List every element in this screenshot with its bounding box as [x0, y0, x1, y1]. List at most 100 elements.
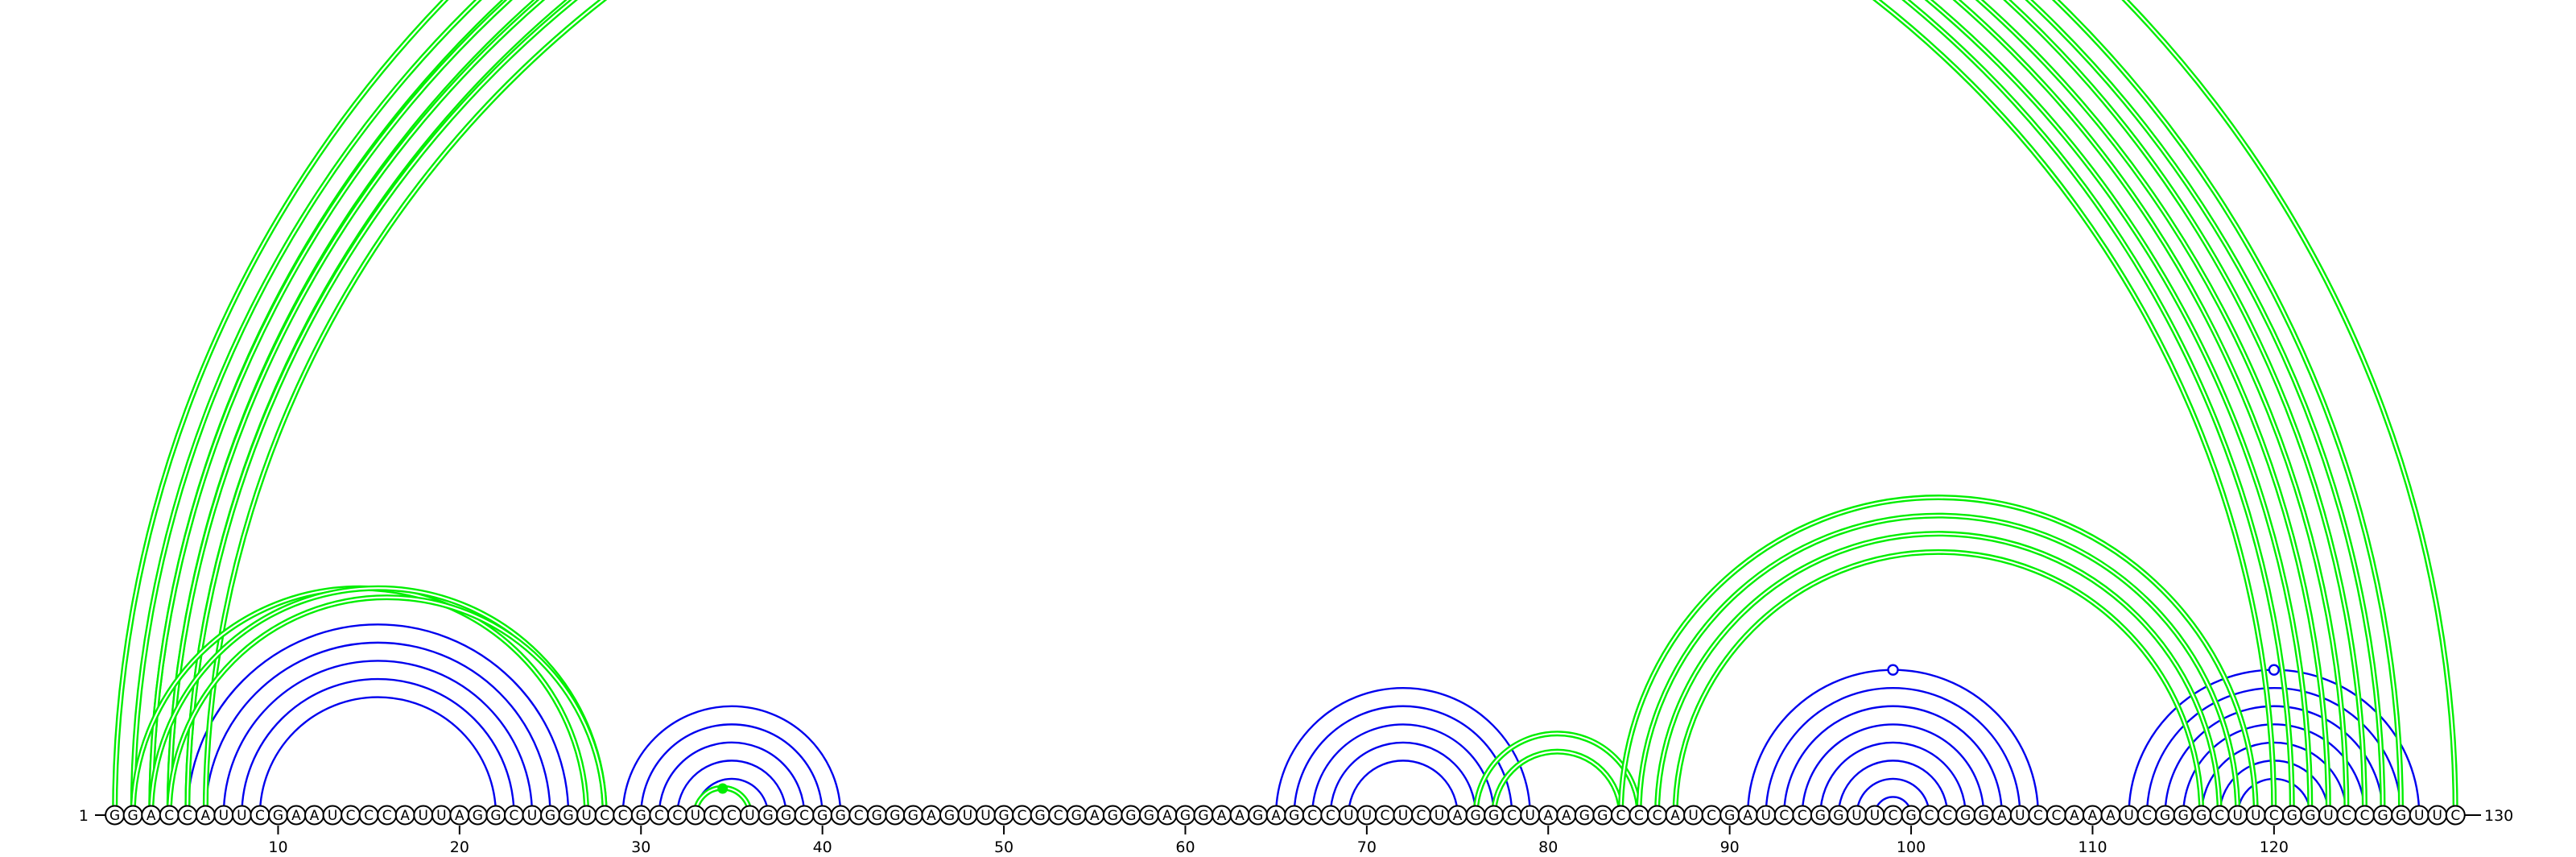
pseudoknot-arc-core-85-118	[1639, 515, 2238, 815]
nucleotide-11: A	[291, 808, 301, 824]
pseudoknot-arc-core-3-126	[151, 0, 2383, 815]
nucleotide-110: A	[2088, 808, 2098, 824]
nucleotide-84: C	[1616, 808, 1625, 824]
nucleotide-75: A	[1453, 808, 1463, 824]
nucleotide-98: U	[1870, 808, 1880, 824]
nucleotide-6: A	[200, 808, 210, 824]
nucleotide-49: U	[980, 808, 990, 824]
nucleotide-80: A	[1543, 808, 1553, 824]
tick-label-10: 10	[268, 838, 287, 856]
nucleotide-92: U	[1761, 808, 1771, 824]
nucleotide-91: A	[1743, 808, 1752, 824]
nucleotide-28: C	[600, 808, 609, 824]
nucleotide-82: G	[1579, 808, 1590, 824]
nucleotide-55: A	[1090, 808, 1100, 824]
nucleotide-129: U	[2432, 808, 2442, 824]
nucleotide-13: U	[328, 808, 337, 824]
tick-label-30: 30	[631, 838, 650, 856]
nucleotide-42: C	[854, 808, 864, 824]
nucleotide-26: G	[564, 808, 574, 824]
pseudoknot-arc-3-28	[151, 588, 605, 815]
pseudoknot-arc-core-84-119	[1620, 498, 2256, 815]
nucleotide-15: C	[364, 808, 374, 824]
nucleotide-68: C	[1326, 808, 1335, 824]
nucleotide-35: C	[727, 808, 737, 824]
nucleotide-66: G	[1289, 808, 1299, 824]
open-marker-99	[1889, 665, 1898, 675]
tick-label-80: 80	[1538, 838, 1558, 856]
nucleotide-121: G	[2287, 808, 2297, 824]
nucleotide-37: G	[762, 808, 773, 824]
nucleotide-44: G	[890, 808, 900, 824]
nucleotide-83: G	[1597, 808, 1608, 824]
nucleotide-105: A	[1997, 808, 2007, 824]
nucleotide-1: G	[109, 808, 120, 824]
pseudoknot-arc-core-6-120	[205, 0, 2274, 815]
helix-1-arc-7-24	[224, 660, 532, 815]
nucleotide-61: G	[1198, 808, 1208, 824]
helix-4-arc-94-104	[1802, 724, 1984, 815]
nucleotide-120: C	[2269, 808, 2279, 824]
nucleotide-62: A	[1217, 808, 1227, 824]
nucleotide-16: C	[382, 808, 392, 824]
nucleotide-27: U	[581, 808, 591, 824]
nucleotide-10: G	[273, 808, 283, 824]
pseudoknot-arc-6-120	[205, 0, 2274, 815]
nucleotide-30: G	[636, 808, 646, 824]
nucleotide-128: U	[2414, 808, 2424, 824]
pseudoknot-arc-4-28	[169, 598, 605, 815]
nucleotide-24: U	[527, 808, 537, 824]
nucleotide-124: C	[2342, 808, 2351, 824]
nucleotide-90: G	[1724, 808, 1735, 824]
nucleotide-115: G	[2178, 808, 2189, 824]
nucleotide-23: C	[510, 808, 519, 824]
helix-3-arc-68-76	[1331, 743, 1476, 815]
sequence-start-label: 1	[79, 807, 89, 825]
nucleotide-114: G	[2160, 808, 2170, 824]
nucleotide-20: A	[455, 808, 464, 824]
nucleotide-row: GGACCAUUCGAAUCCCAUUAGGCUGGUCCGCCUCCUGGCG…	[105, 806, 2465, 825]
nucleotide-111: A	[2106, 808, 2116, 824]
nucleotide-33: U	[691, 808, 700, 824]
nucleotide-89: C	[1707, 808, 1716, 824]
nucleotide-101: C	[1925, 808, 1934, 824]
nucleotide-77: G	[1488, 808, 1499, 824]
nucleotide-65: A	[1271, 808, 1281, 824]
nucleotide-17: A	[400, 808, 410, 824]
nucleotide-32: C	[672, 808, 682, 824]
pseudoknot-arc-76-85	[1476, 734, 1639, 815]
nucleotide-100: G	[1905, 808, 1916, 824]
nucleotide-19: U	[436, 808, 446, 824]
pseudoknot-arc-5-122	[188, 0, 2310, 815]
pseudoknot-arc-1-130	[115, 0, 2456, 815]
nucleotide-72: U	[1398, 808, 1408, 824]
nucleotide-96: G	[1833, 808, 1843, 824]
helix-1-arc-9-22	[260, 698, 496, 815]
nucleotide-59: A	[1162, 808, 1172, 824]
nucleotide-25: G	[545, 808, 555, 824]
nucleotide-53: C	[1054, 808, 1063, 824]
nucleotide-85: C	[1634, 808, 1644, 824]
helix-3-arc-67-77	[1312, 724, 1493, 815]
pseudoknot-arc-core-1-130	[115, 0, 2456, 815]
nucleotide-60: G	[1180, 808, 1191, 824]
pseudoknot-arc-84-119	[1620, 498, 2256, 815]
pseudoknot-arc-85-118	[1639, 515, 2238, 815]
nucleotide-119: U	[2251, 808, 2260, 824]
nucleotide-58: G	[1144, 808, 1154, 824]
nucleotide-108: C	[2051, 808, 2061, 824]
base-pair-arcs	[115, 0, 2456, 815]
nucleotide-22: G	[490, 808, 501, 824]
tick-label-50: 50	[994, 838, 1013, 856]
tick-label-60: 60	[1175, 838, 1195, 856]
pseudoknot-arc-core-3-28	[151, 588, 605, 815]
nucleotide-127: G	[2396, 808, 2406, 824]
pseudoknot-arc-3-126	[151, 0, 2383, 815]
nucleotide-107: C	[2033, 808, 2043, 824]
nucleotide-2: G	[128, 808, 138, 824]
position-ticks: 10 20 30 40 50 60 70 80 90 100 110 120	[268, 826, 2289, 856]
nucleotide-130: C	[2450, 808, 2460, 824]
nucleotide-103: G	[1960, 808, 1971, 824]
nucleotide-48: U	[963, 808, 972, 824]
